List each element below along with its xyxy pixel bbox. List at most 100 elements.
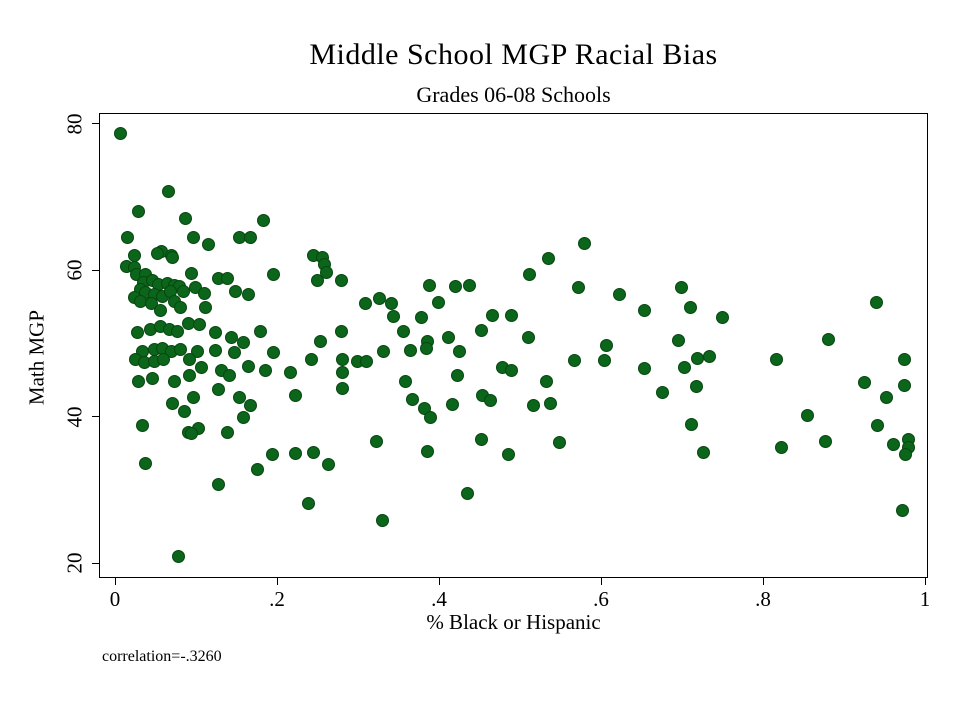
data-point bbox=[254, 324, 268, 338]
data-point bbox=[501, 448, 515, 462]
data-point bbox=[232, 391, 246, 405]
y-axis-label: Math MGP bbox=[24, 309, 49, 406]
y-tick-label: 40 bbox=[62, 406, 87, 428]
data-point bbox=[145, 372, 159, 386]
data-point bbox=[314, 335, 328, 349]
data-point bbox=[184, 267, 198, 281]
data-point bbox=[672, 333, 686, 347]
data-point bbox=[171, 550, 185, 564]
data-point bbox=[358, 297, 372, 311]
data-point bbox=[184, 426, 198, 440]
data-point bbox=[441, 330, 455, 344]
data-point bbox=[801, 408, 815, 422]
data-point bbox=[304, 352, 318, 366]
data-point bbox=[174, 343, 188, 357]
data-point bbox=[113, 126, 127, 140]
x-tick bbox=[114, 578, 116, 585]
data-point bbox=[307, 445, 321, 459]
data-point bbox=[177, 404, 191, 418]
data-point bbox=[130, 326, 144, 340]
data-point bbox=[870, 296, 884, 310]
x-axis-label: % Black or Hispanic bbox=[426, 610, 601, 634]
data-point bbox=[128, 248, 142, 262]
data-point bbox=[887, 437, 901, 451]
data-point bbox=[899, 448, 913, 462]
y-tick-label: 60 bbox=[62, 259, 87, 281]
data-point bbox=[132, 374, 146, 388]
data-point bbox=[192, 317, 206, 331]
data-point bbox=[674, 280, 688, 294]
data-point bbox=[375, 513, 389, 527]
chart-subtitle: Grades 06-08 Schools bbox=[416, 82, 611, 107]
data-point bbox=[138, 456, 152, 470]
data-point bbox=[197, 286, 211, 300]
data-point bbox=[691, 351, 705, 365]
plot-area bbox=[99, 113, 928, 578]
data-point bbox=[637, 362, 651, 376]
data-point bbox=[897, 353, 911, 367]
data-point bbox=[221, 425, 235, 439]
data-point bbox=[397, 324, 411, 338]
data-point bbox=[414, 310, 428, 324]
data-point bbox=[311, 274, 325, 288]
data-point bbox=[162, 185, 176, 199]
data-point bbox=[211, 382, 225, 396]
data-point bbox=[486, 309, 500, 323]
data-point bbox=[302, 496, 316, 510]
data-point bbox=[201, 237, 215, 251]
data-point bbox=[241, 359, 255, 373]
data-point bbox=[187, 231, 201, 245]
data-point bbox=[656, 386, 670, 400]
data-point bbox=[171, 324, 185, 338]
data-point bbox=[461, 487, 475, 501]
data-point bbox=[259, 364, 273, 378]
data-point bbox=[321, 457, 335, 471]
data-point bbox=[320, 266, 334, 280]
data-point bbox=[288, 389, 302, 403]
data-point bbox=[572, 280, 585, 294]
x-tick-label: .6 bbox=[593, 587, 609, 611]
data-point bbox=[221, 272, 235, 286]
x-tick bbox=[600, 578, 602, 585]
data-point bbox=[597, 354, 611, 368]
data-point bbox=[527, 398, 541, 412]
data-point bbox=[600, 338, 614, 352]
data-point bbox=[552, 436, 566, 450]
data-point bbox=[132, 204, 146, 218]
data-point bbox=[690, 379, 704, 393]
data-point bbox=[522, 267, 536, 281]
data-point bbox=[504, 308, 518, 322]
data-point bbox=[229, 284, 243, 298]
x-tick bbox=[762, 578, 764, 585]
data-point bbox=[896, 504, 909, 518]
y-tick bbox=[92, 123, 99, 125]
data-point bbox=[897, 378, 911, 392]
data-point bbox=[336, 353, 350, 367]
data-point bbox=[399, 374, 413, 388]
data-point bbox=[211, 477, 225, 491]
data-point bbox=[577, 237, 591, 251]
data-point bbox=[150, 247, 164, 261]
data-point bbox=[284, 365, 298, 379]
data-point bbox=[422, 279, 436, 293]
data-point bbox=[154, 304, 168, 318]
data-point bbox=[166, 250, 180, 264]
data-point bbox=[775, 441, 789, 455]
y-tick bbox=[92, 416, 99, 418]
data-point bbox=[540, 375, 554, 389]
x-tick bbox=[438, 578, 440, 585]
data-point bbox=[237, 335, 251, 349]
data-point bbox=[136, 419, 150, 433]
data-point bbox=[678, 361, 692, 375]
data-point bbox=[384, 297, 398, 311]
data-point bbox=[243, 399, 257, 413]
data-point bbox=[179, 212, 193, 226]
data-point bbox=[187, 391, 201, 405]
data-point bbox=[267, 346, 281, 360]
data-point bbox=[199, 301, 213, 315]
data-point bbox=[174, 300, 188, 314]
data-point bbox=[474, 433, 488, 447]
data-point bbox=[451, 368, 465, 382]
data-point bbox=[288, 447, 302, 461]
